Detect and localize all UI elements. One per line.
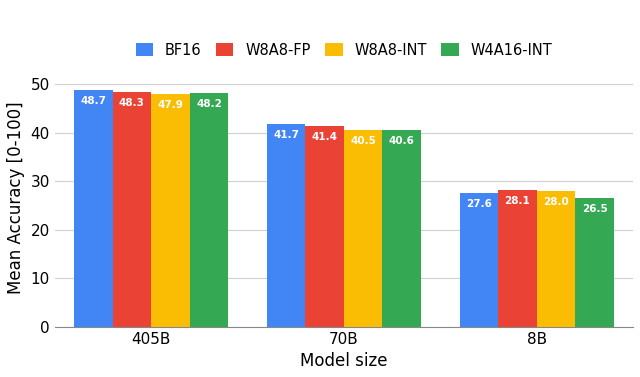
Text: 41.4: 41.4	[312, 132, 338, 142]
Bar	[151, 94, 189, 326]
Text: 40.6: 40.6	[388, 136, 415, 146]
Text: 28.1: 28.1	[504, 196, 531, 206]
Text: 27.6: 27.6	[466, 199, 492, 208]
Bar	[537, 191, 575, 326]
Text: 40.5: 40.5	[350, 136, 376, 146]
Bar	[305, 126, 344, 326]
Bar	[113, 92, 151, 326]
Text: 26.5: 26.5	[582, 204, 607, 214]
Bar	[498, 190, 537, 326]
Bar	[74, 90, 113, 326]
Text: 41.7: 41.7	[273, 130, 299, 140]
Text: 48.7: 48.7	[80, 96, 106, 106]
Y-axis label: Mean Accuracy [0-100]: Mean Accuracy [0-100]	[7, 102, 25, 294]
Legend: BF16, W8A8-FP, W8A8-INT, W4A16-INT: BF16, W8A8-FP, W8A8-INT, W4A16-INT	[131, 38, 557, 62]
Text: 48.3: 48.3	[119, 98, 145, 108]
X-axis label: Model size: Model size	[300, 352, 388, 370]
Bar	[267, 124, 305, 326]
Bar	[344, 130, 383, 326]
Text: 28.0: 28.0	[543, 197, 569, 207]
Bar	[460, 193, 498, 326]
Bar	[189, 93, 228, 326]
Text: 48.2: 48.2	[196, 99, 222, 109]
Text: 47.9: 47.9	[157, 100, 183, 110]
Bar	[383, 130, 421, 326]
Bar	[575, 198, 614, 326]
